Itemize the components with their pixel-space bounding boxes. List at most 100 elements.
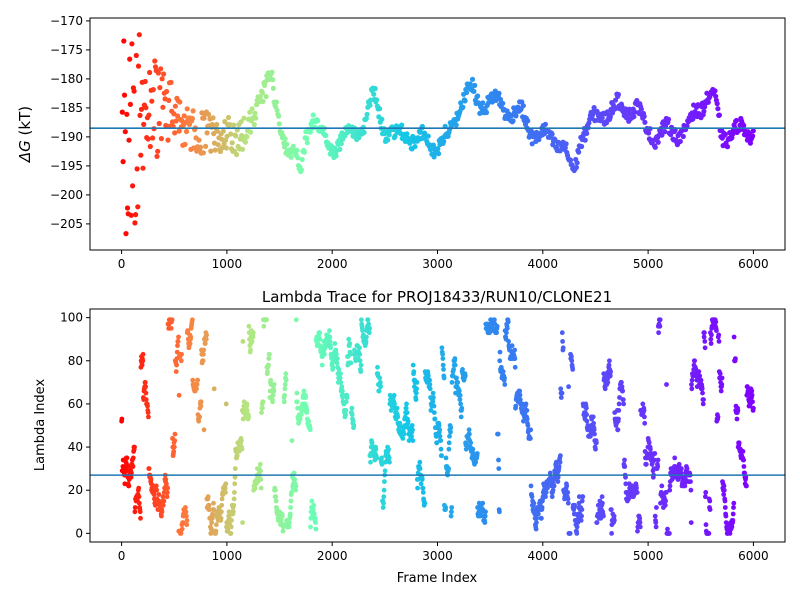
lambda-point: [368, 459, 373, 465]
lambda-point: [431, 395, 436, 400]
lambda-point: [410, 427, 415, 433]
delta-g-point: [121, 92, 128, 98]
lambda-point: [298, 412, 304, 418]
lambda-point: [139, 362, 145, 368]
lambda-point: [652, 513, 658, 519]
lambda-point: [410, 438, 416, 443]
lambda-point: [207, 507, 212, 512]
delta-g-point: [615, 91, 622, 98]
lambda-point: [608, 507, 614, 512]
delta-g-point: [129, 41, 135, 47]
lambda-point: [495, 431, 501, 437]
lambda-point: [564, 483, 570, 489]
lambda-point: [531, 500, 537, 506]
y-tick-label: 80: [68, 354, 83, 368]
lambda-point: [405, 418, 411, 424]
lambda-point: [431, 410, 437, 415]
lambda-point: [197, 414, 203, 420]
lambda-point: [278, 518, 284, 523]
bottom-x-ticks: 0 1000 2000 3000 4000 5000 6000: [118, 542, 769, 563]
lambda-point: [741, 457, 746, 463]
delta-g-point: [386, 132, 392, 138]
lambda-point: [441, 375, 447, 381]
delta-g-point: [323, 132, 329, 138]
lambda-point: [394, 405, 400, 411]
lambda-point: [244, 401, 250, 407]
top-y-ticks: −170 −175 −180 −185 −190 −195 −200 −205: [50, 14, 90, 231]
lambda-point: [311, 502, 317, 508]
delta-g-point: [145, 136, 151, 142]
lambda-point: [311, 511, 317, 517]
lambda-point: [579, 513, 584, 519]
delta-g-point: [282, 136, 288, 142]
lambda-point: [293, 487, 299, 493]
lambda-point: [273, 494, 279, 500]
delta-g-point: [304, 135, 310, 141]
lambda-point: [234, 453, 240, 459]
lambda-point: [642, 420, 648, 426]
lambda-point: [727, 531, 733, 536]
lambda-point: [151, 492, 157, 497]
lambda-point: [374, 455, 380, 461]
lambda-point: [441, 367, 446, 372]
delta-g-point: [182, 141, 188, 147]
lambda-point: [404, 410, 410, 415]
lambda-point: [258, 485, 264, 491]
delta-g-point: [159, 76, 165, 82]
delta-g-point: [525, 118, 531, 124]
delta-g-point: [371, 91, 377, 97]
lambda-point: [524, 416, 530, 422]
delta-g-point: [165, 137, 171, 143]
delta-g-point: [201, 115, 207, 121]
delta-g-point: [138, 106, 145, 112]
lambda-point: [497, 509, 502, 515]
lambda-point: [210, 511, 216, 517]
lambda-point: [742, 470, 747, 476]
lambda-point: [126, 483, 132, 489]
lambda-point: [338, 371, 343, 377]
x-tick-label: 5000: [633, 257, 664, 271]
delta-g-point: [183, 128, 190, 135]
x-tick-label: 3000: [422, 257, 453, 271]
lambda-point: [132, 444, 137, 450]
lambda-point: [457, 397, 463, 402]
delta-g-point: [500, 100, 506, 106]
lambda-point: [722, 498, 728, 504]
lambda-point: [198, 403, 204, 409]
lambda-point: [593, 446, 598, 452]
lambda-point: [428, 408, 434, 413]
lambda-point: [142, 380, 148, 385]
lambda-point: [338, 380, 344, 385]
delta-g-point: [154, 153, 160, 159]
bottom-x-axis-label: Frame Index: [397, 571, 478, 586]
delta-g-point: [582, 137, 588, 143]
lambda-point: [505, 319, 511, 325]
lambda-point: [332, 341, 338, 346]
lambda-point: [620, 388, 625, 394]
lambda-point: [497, 358, 503, 364]
lambda-point: [280, 513, 285, 519]
lambda-point: [304, 408, 310, 413]
delta-g-point: [584, 130, 590, 136]
lambda-point: [257, 461, 263, 467]
delta-g-point: [607, 114, 613, 120]
lambda-point: [512, 356, 518, 361]
lambda-point: [443, 505, 449, 510]
delta-g-point: [134, 166, 140, 172]
lambda-point: [348, 360, 354, 366]
lambda-point: [646, 440, 652, 446]
lambda-point: [415, 485, 420, 491]
lambda-point: [692, 358, 697, 364]
lambda-point: [223, 490, 228, 495]
lambda-point: [437, 433, 443, 439]
delta-g-point: [270, 85, 276, 91]
lambda-point: [160, 494, 166, 500]
lambda-point: [580, 494, 586, 500]
lambda-point: [190, 317, 195, 323]
lambda-point: [667, 483, 673, 489]
lambda-point: [517, 392, 523, 398]
lambda-point: [579, 507, 585, 512]
delta-g-point: [147, 143, 153, 150]
delta-g-point: [288, 154, 294, 160]
lambda-point: [369, 440, 375, 446]
